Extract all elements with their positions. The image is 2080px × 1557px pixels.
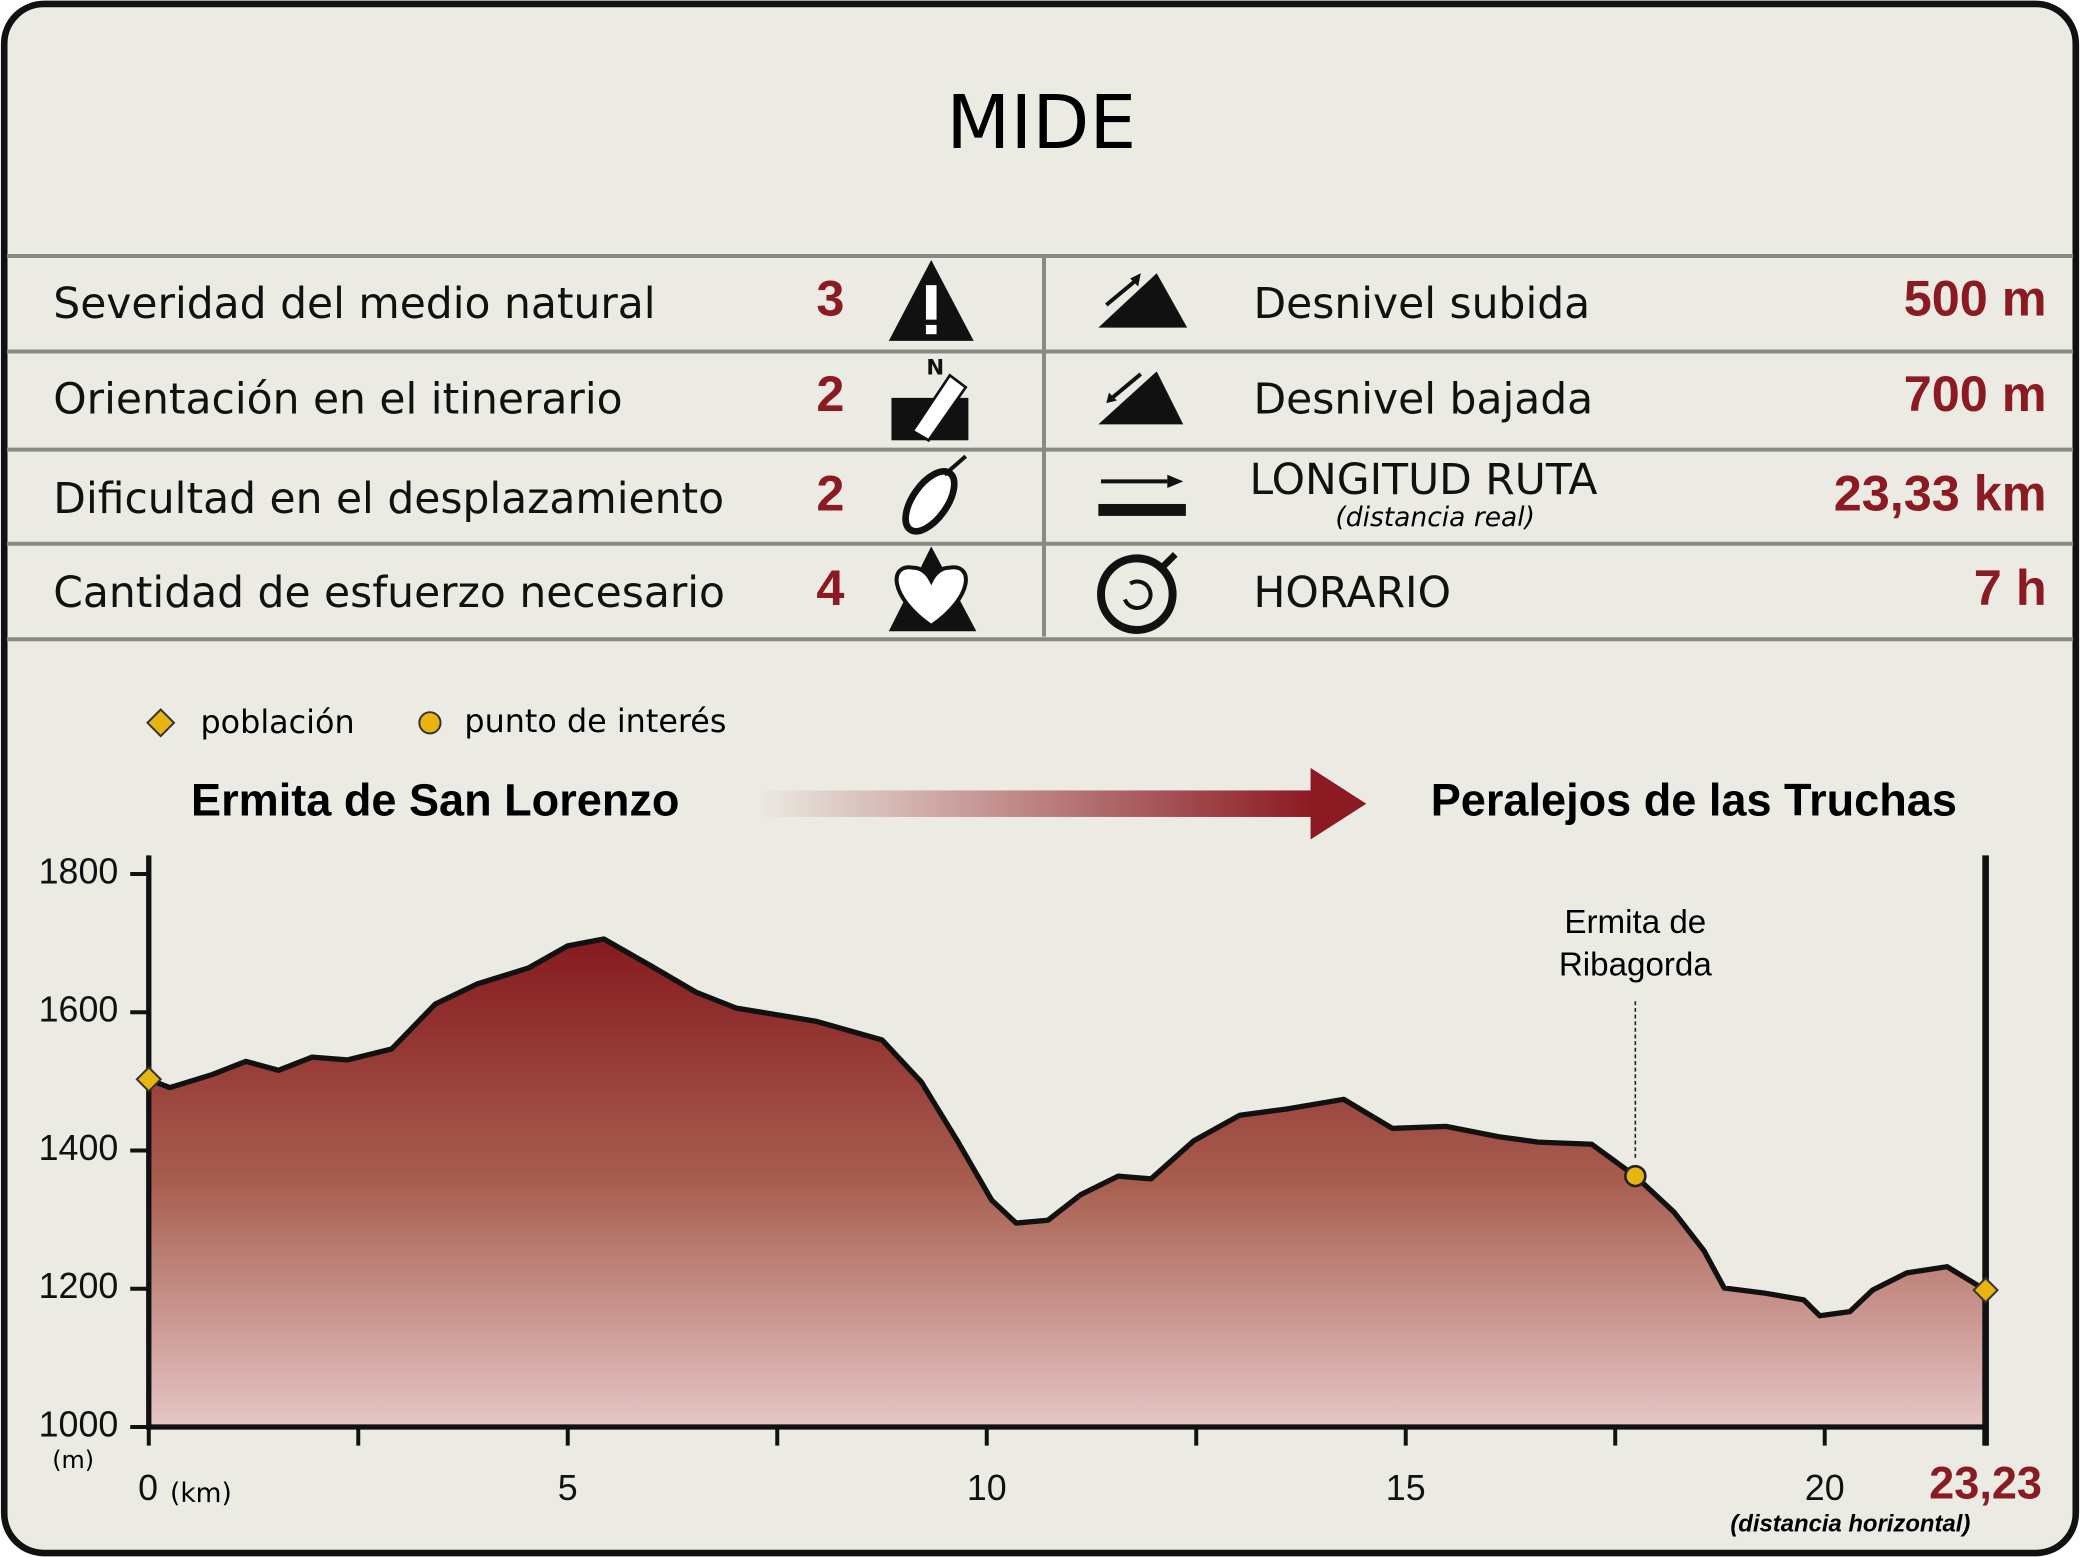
town-marker [135,1065,163,1093]
y-tick-label: 1200 [39,1266,119,1306]
y-tick-label: 1600 [39,990,119,1030]
row-label: Severidad del medio natural [53,280,655,329]
town-marker [1972,1276,1999,1304]
x-tick-label: 15 [1386,1468,1426,1508]
icons: N [888,259,1188,634]
row-value: 7 h [1974,559,2047,616]
row-value: 23,33 km [1834,465,2047,522]
row-label: Orientación en el itinerario [53,375,622,424]
row-label: HORARIO [1254,569,1451,618]
x-tick-label: 0 [138,1468,158,1508]
row-value: 700 m [1904,365,2047,422]
poi-label: Ermita de [1564,904,1706,941]
row-value: 3 [816,270,844,327]
row-label: Dificultad en el desplazamiento [53,475,724,524]
y-tick-label: 1800 [39,851,119,891]
start-name: Ermita de San Lorenzo [191,775,679,826]
row-label: Desnivel subida [1254,280,1591,329]
direction-arrow [756,767,1367,840]
poi-marker [1624,1164,1647,1188]
x-label: (distancia horizontal) [1730,1510,1970,1537]
y-tick-label: 1000 [39,1404,119,1444]
svg-text:N: N [926,356,944,381]
row-value: 2 [816,365,844,422]
legend-label: punto de interés [464,702,726,740]
row-value: 500 m [1904,270,2047,327]
row-label: LONGITUD RUTA [1250,456,1598,505]
profile-area [148,938,1986,1428]
row-label: Cantidad de esfuerzo necesario [53,569,725,618]
x-tick-label: 10 [967,1468,1007,1508]
poi-label: Ribagorda [1559,947,1712,984]
row-sublabel: (distancia real) [1335,502,1535,533]
profile-line [147,936,1987,1319]
row-value: 4 [816,559,844,616]
y-tick-label: 1400 [39,1128,119,1168]
legend-circle [418,711,442,735]
x-tick-label: 5 [558,1468,578,1508]
legend-diamond [146,708,176,738]
table-lines [6,253,2074,642]
row-label: Desnivel bajada [1254,375,1594,424]
x-tick-label: 20 [1805,1468,1845,1508]
row-value: 2 [816,465,844,522]
x-end-label: 23,23 [1929,1458,2042,1509]
y-unit: (m) [52,1446,94,1474]
legend-label: población [200,703,354,741]
end-name: Peralejos de las Truchas [1431,775,1957,826]
legend: población punto de interés [146,702,726,741]
x-unit: (km) [170,1478,232,1509]
title: MIDE [946,79,1136,166]
